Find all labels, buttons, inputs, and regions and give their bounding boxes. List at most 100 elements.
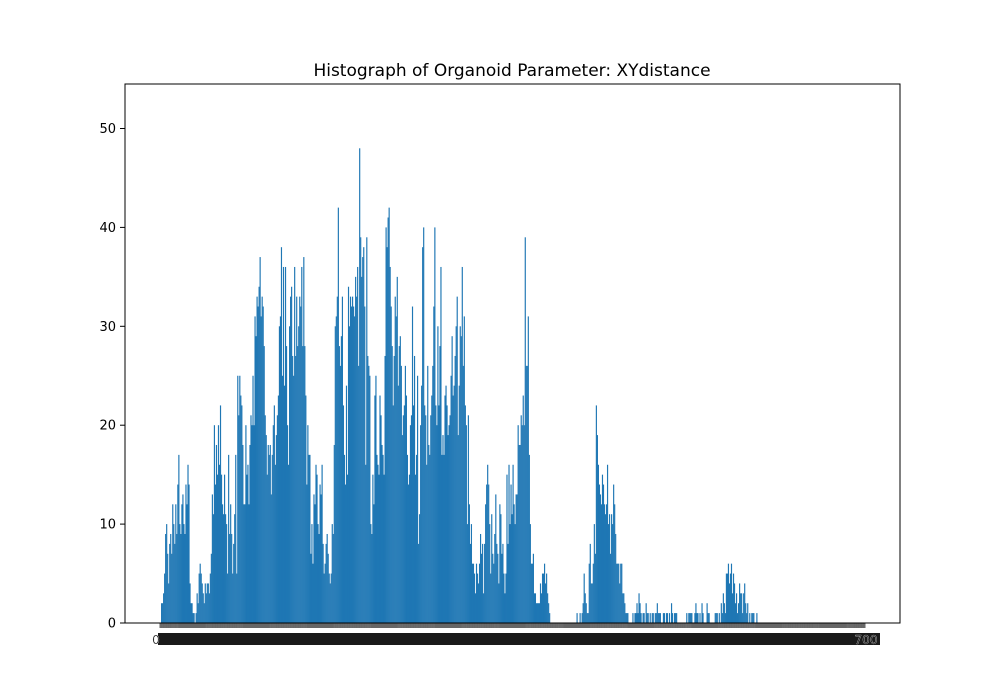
histogram-bar xyxy=(390,306,392,623)
histogram-bar xyxy=(482,543,484,623)
histogram-bar xyxy=(694,613,696,623)
histogram-bar xyxy=(515,494,517,623)
histogram-bar xyxy=(326,533,328,623)
histogram-bar xyxy=(470,524,473,623)
histogram-bar xyxy=(624,603,626,623)
histogram-bar xyxy=(294,266,296,623)
histogram-bar xyxy=(274,464,276,623)
histogram-bar xyxy=(451,336,453,623)
histogram-bar xyxy=(202,593,204,623)
histogram-bar xyxy=(275,435,277,623)
histogram-bar xyxy=(358,365,360,623)
histogram-bar xyxy=(690,613,692,623)
histogram-bar xyxy=(429,454,431,623)
histogram-bar xyxy=(317,524,319,623)
histogram-bar xyxy=(506,474,508,623)
histogram-bar xyxy=(191,603,193,623)
histogram-bar xyxy=(372,474,374,623)
histogram-bar xyxy=(256,296,258,623)
histogram-bar xyxy=(387,217,389,623)
histogram-bar xyxy=(654,613,656,623)
histogram-bar xyxy=(428,444,430,623)
histogram-bar xyxy=(214,484,217,623)
histogram-bar xyxy=(312,563,314,623)
histogram-bar xyxy=(595,405,597,623)
histogram-bar xyxy=(614,504,616,623)
histogram-bar xyxy=(249,444,251,623)
histogram-bar xyxy=(242,444,244,623)
histogram-bar xyxy=(399,336,401,623)
histogram-bar xyxy=(277,395,280,623)
histogram-bar xyxy=(538,603,541,623)
histogram-bar xyxy=(605,504,608,623)
histogram-bar xyxy=(588,563,590,623)
histogram-bar xyxy=(514,524,516,623)
histogram-bar xyxy=(475,563,478,623)
histogram-bar xyxy=(188,484,190,623)
histogram-bar xyxy=(378,474,380,623)
histogram-bar xyxy=(547,593,549,623)
histogram-bar xyxy=(666,613,669,623)
histogram-bar xyxy=(537,603,540,623)
histogram-bar xyxy=(676,613,678,623)
histogram-bar xyxy=(520,415,522,623)
histogram-bar xyxy=(594,553,596,623)
histogram-bar xyxy=(232,573,234,623)
histogram-bar xyxy=(348,326,351,623)
histogram-bar xyxy=(338,346,340,623)
histogram-bar xyxy=(337,207,339,623)
histogram-bar xyxy=(620,563,622,623)
histogram-bar xyxy=(421,385,423,623)
histogram-bar xyxy=(165,533,167,623)
histogram-bar xyxy=(688,613,690,623)
histogram-bar xyxy=(496,543,498,623)
histogram-bar xyxy=(467,415,469,623)
histogram-bar xyxy=(730,563,733,623)
histogram-bar xyxy=(503,573,505,623)
histogram-bar xyxy=(721,613,723,623)
histogram-bar xyxy=(413,355,416,623)
histogram-bar xyxy=(439,346,441,623)
histogram-bar xyxy=(304,346,306,623)
histogram-bar xyxy=(607,524,610,623)
histogram-bar xyxy=(478,563,481,623)
histogram-bar xyxy=(526,365,528,623)
histogram-bar xyxy=(593,524,595,623)
histogram-bar xyxy=(187,464,189,623)
histogram-bar xyxy=(597,464,599,623)
histogram-bar xyxy=(335,316,337,623)
histogram-bar xyxy=(740,593,742,623)
histogram-bar xyxy=(591,583,593,623)
histogram-bar xyxy=(747,603,749,623)
histogram-bar xyxy=(509,524,511,623)
histogram-bar xyxy=(493,563,495,623)
histogram-bar xyxy=(615,533,617,623)
histogram-bar xyxy=(655,613,657,623)
histogram-bar xyxy=(697,613,699,623)
histogram-bar xyxy=(446,405,448,623)
histogram-bar xyxy=(305,395,307,623)
histogram-bar xyxy=(529,524,531,623)
histogram-bar xyxy=(391,346,393,623)
histogram-bar xyxy=(739,583,741,623)
y-tick-label: 20 xyxy=(99,419,116,434)
histogram-bar xyxy=(542,573,545,623)
histogram-bar xyxy=(634,613,636,623)
histogram-bar xyxy=(691,613,693,623)
histogram-bar xyxy=(278,326,281,623)
histogram-bar xyxy=(636,603,638,623)
histogram-bar xyxy=(522,395,524,623)
histogram-bar xyxy=(616,563,618,623)
histogram-bar xyxy=(752,613,754,623)
histogram-bar xyxy=(576,613,578,623)
histogram-bar xyxy=(646,613,648,623)
histogram-bar xyxy=(273,405,275,623)
histogram-bar xyxy=(463,316,465,623)
histogram-bar xyxy=(301,266,303,623)
histogram-bar xyxy=(582,603,584,623)
histogram-bar xyxy=(200,573,202,623)
histogram-bar xyxy=(166,524,168,623)
histogram-bar xyxy=(203,603,205,623)
histogram-bar xyxy=(534,593,537,623)
histogram-bar xyxy=(405,395,408,623)
